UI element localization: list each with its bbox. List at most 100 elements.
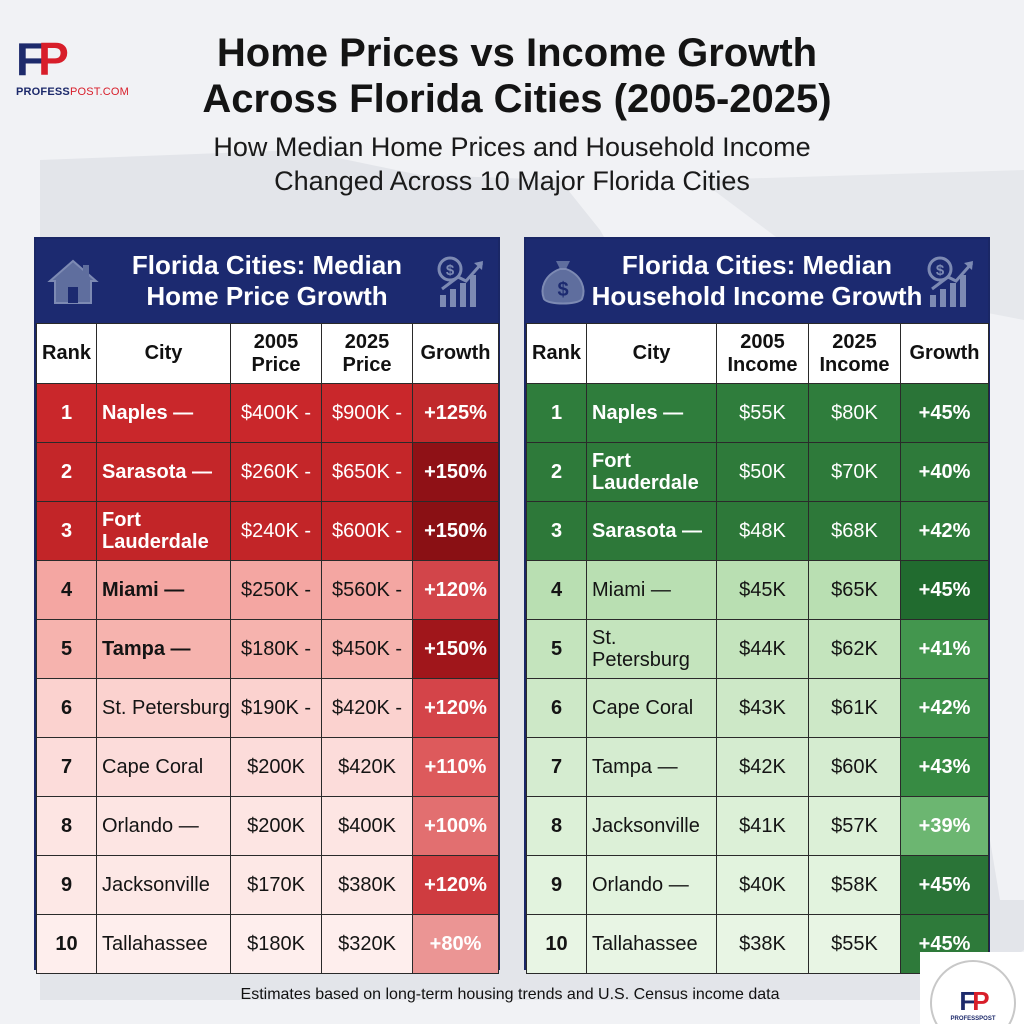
logo-site-name: PROFESSPOST.COM	[16, 86, 130, 98]
value-2005-cell: $44K	[716, 619, 809, 679]
city-cell: Jacksonville	[586, 796, 717, 856]
table-row: 3 Sarasota — $48K $68K +42%	[526, 501, 989, 561]
value-2005-cell: $170K	[230, 855, 322, 915]
value-2005-cell: $41K	[716, 796, 809, 856]
growth-cell: +150%	[412, 442, 499, 502]
col-header-2005-price: 2005 Price	[230, 323, 322, 384]
logo-mark: FP	[16, 33, 69, 85]
value-2025-cell: $650K -	[321, 442, 413, 502]
city-cell: Jacksonville	[96, 855, 231, 915]
growth-cell: +110%	[412, 737, 499, 797]
growth-cell: +45%	[900, 855, 989, 915]
value-2025-cell: $320K	[321, 914, 413, 974]
growth-cell: +45%	[900, 560, 989, 620]
value-2005-cell: $55K	[716, 383, 809, 443]
table-row: 6 Cape Coral $43K $61K +42%	[526, 678, 989, 738]
col-header-city: City	[586, 323, 717, 384]
value-2025-cell: $62K	[808, 619, 901, 679]
house-icon	[47, 259, 99, 304]
col-header-rank: Rank	[36, 323, 97, 384]
city-cell: Naples —	[96, 383, 231, 443]
rank-cell: 1	[36, 383, 97, 443]
growth-cell: +80%	[412, 914, 499, 974]
city-cell: Fort Lauderdale	[586, 442, 717, 502]
city-cell: Tallahassee	[96, 914, 231, 974]
table-row: 9 Jacksonville $170K $380K +120%	[36, 855, 499, 915]
table-row: 4 Miami — $250K - $560K - +120%	[36, 560, 499, 620]
city-cell: Tallahassee	[586, 914, 717, 974]
value-2025-cell: $420K	[321, 737, 413, 797]
rank-cell: 10	[36, 914, 97, 974]
svg-text:$: $	[936, 262, 945, 279]
growth-cell: +150%	[412, 501, 499, 561]
table-row: 2 Sarasota — $260K - $650K - +150%	[36, 442, 499, 502]
value-2025-cell: $420K -	[321, 678, 413, 738]
table-row: 7 Cape Coral $200K $420K +110%	[36, 737, 499, 797]
growth-cell: +42%	[900, 501, 989, 561]
rank-cell: 3	[36, 501, 97, 561]
rank-cell: 7	[526, 737, 587, 797]
value-2025-cell: $450K -	[321, 619, 413, 679]
value-2005-cell: $200K	[230, 796, 322, 856]
col-header-2025-price: 2025 Price	[321, 323, 413, 384]
table-row: 1 Naples — $400K - $900K - +125%	[36, 383, 499, 443]
value-2025-cell: $80K	[808, 383, 901, 443]
rank-cell: 6	[36, 678, 97, 738]
growth-cell: +120%	[412, 678, 499, 738]
badge-mark: FP	[959, 986, 989, 1016]
value-2005-cell: $50K	[716, 442, 809, 502]
table-row: 8 Jacksonville $41K $57K +39%	[526, 796, 989, 856]
value-2025-cell: $55K	[808, 914, 901, 974]
value-2005-cell: $38K	[716, 914, 809, 974]
value-2025-cell: $600K -	[321, 501, 413, 561]
rank-cell: 2	[526, 442, 587, 502]
growth-chart-icon: $	[437, 256, 484, 307]
city-cell: Sarasota —	[586, 501, 717, 561]
city-cell: Sarasota —	[96, 442, 231, 502]
badge-site-name: PROFESSPOST	[950, 1016, 996, 1022]
rank-cell: 9	[36, 855, 97, 915]
rank-cell: 5	[526, 619, 587, 679]
value-2005-cell: $48K	[716, 501, 809, 561]
table-row: 5 Tampa — $180K - $450K - +150%	[36, 619, 499, 679]
city-cell: Naples —	[586, 383, 717, 443]
value-2025-cell: $57K	[808, 796, 901, 856]
income-table: Rank City 2005 Income 2025 Income Growth…	[526, 323, 989, 974]
rank-cell: 7	[36, 737, 97, 797]
city-cell: Cape Coral	[586, 678, 717, 738]
table-row: 10 Tallahassee $180K $320K +80%	[36, 914, 499, 974]
value-2005-cell: $43K	[716, 678, 809, 738]
table-row: 6 St. Petersburg $190K - $420K - +120%	[36, 678, 499, 738]
professpost-logo: FP PROFESSPOST.COM	[16, 36, 146, 112]
rank-cell: 8	[526, 796, 587, 856]
rank-cell: 5	[36, 619, 97, 679]
col-header-city: City	[96, 323, 231, 384]
value-2005-cell: $400K -	[230, 383, 322, 443]
city-cell: St. Petersburg	[586, 619, 717, 679]
value-2005-cell: $260K -	[230, 442, 322, 502]
city-cell: Miami —	[586, 560, 717, 620]
income-table-header: $ Florida Cities: Median Household Incom…	[526, 239, 988, 323]
value-2025-cell: $65K	[808, 560, 901, 620]
growth-cell: +40%	[900, 442, 989, 502]
home-price-table: Rank City 2005 Price 2025 Price Growth 1…	[36, 323, 499, 974]
value-2005-cell: $180K -	[230, 619, 322, 679]
value-2025-cell: $400K	[321, 796, 413, 856]
rank-cell: 2	[36, 442, 97, 502]
growth-cell: +100%	[412, 796, 499, 856]
value-2005-cell: $40K	[716, 855, 809, 915]
value-2025-cell: $58K	[808, 855, 901, 915]
city-cell: Fort Lauderdale	[96, 501, 231, 561]
value-2005-cell: $250K -	[230, 560, 322, 620]
rank-cell: 6	[526, 678, 587, 738]
col-header-2025-income: 2025 Income	[808, 323, 901, 384]
value-2025-cell: $61K	[808, 678, 901, 738]
rank-cell: 4	[36, 560, 97, 620]
value-2025-cell: $60K	[808, 737, 901, 797]
value-2005-cell: $190K -	[230, 678, 322, 738]
rank-cell: 3	[526, 501, 587, 561]
value-2005-cell: $180K	[230, 914, 322, 974]
city-cell: Orlando —	[96, 796, 231, 856]
rank-cell: 10	[526, 914, 587, 974]
value-2025-cell: $560K -	[321, 560, 413, 620]
